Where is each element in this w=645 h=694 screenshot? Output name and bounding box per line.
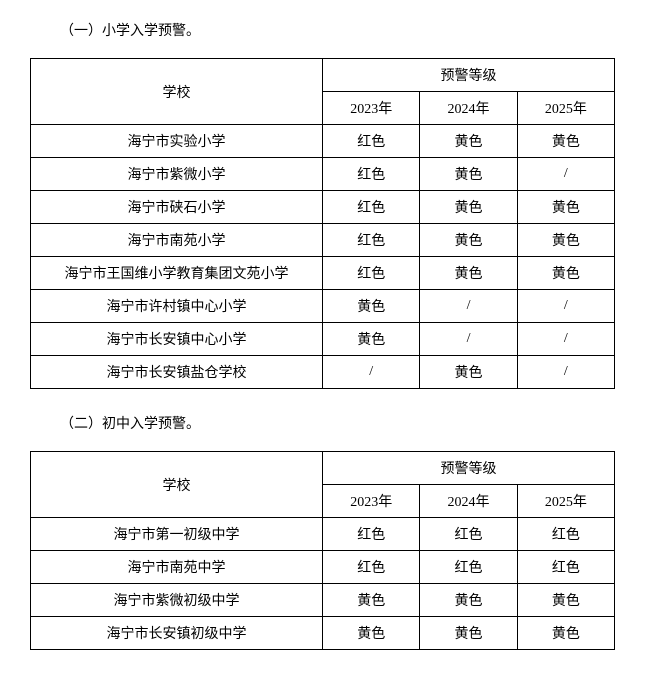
level-cell: 红色 xyxy=(323,551,420,584)
school-cell: 海宁市王国维小学教育集团文苑小学 xyxy=(31,257,323,290)
school-cell: 海宁市第一初级中学 xyxy=(31,518,323,551)
table-row: 海宁市许村镇中心小学黄色// xyxy=(31,290,615,323)
level-cell: 红色 xyxy=(420,518,517,551)
level-cell: 红色 xyxy=(323,158,420,191)
level-cell: / xyxy=(517,158,614,191)
level-cell: 黄色 xyxy=(323,323,420,356)
level-cell: 黄色 xyxy=(323,290,420,323)
table-row: 海宁市王国维小学教育集团文苑小学红色黄色黄色 xyxy=(31,257,615,290)
level-cell: / xyxy=(420,323,517,356)
school-header: 学校 xyxy=(31,59,323,125)
level-cell: 黄色 xyxy=(420,356,517,389)
level-cell: 红色 xyxy=(323,125,420,158)
level-cell: / xyxy=(517,356,614,389)
year-header-2: 2025年 xyxy=(517,92,614,125)
level-cell: 黄色 xyxy=(323,617,420,650)
school-cell: 海宁市硖石小学 xyxy=(31,191,323,224)
level-cell: 黄色 xyxy=(420,224,517,257)
school-cell: 海宁市紫微小学 xyxy=(31,158,323,191)
table-row: 海宁市硖石小学红色黄色黄色 xyxy=(31,191,615,224)
level-cell: / xyxy=(517,290,614,323)
level-cell: 黄色 xyxy=(420,125,517,158)
level-cell: 红色 xyxy=(517,518,614,551)
level-cell: 黄色 xyxy=(517,224,614,257)
school-cell: 海宁市许村镇中心小学 xyxy=(31,290,323,323)
section2-table: 学校 预警等级 2023年 2024年 2025年 海宁市第一初级中学红色红色红… xyxy=(30,451,615,650)
level-cell: 红色 xyxy=(517,551,614,584)
level-cell: 黄色 xyxy=(517,617,614,650)
school-cell: 海宁市长安镇中心小学 xyxy=(31,323,323,356)
level-cell: / xyxy=(420,290,517,323)
year-header-1: 2024年 xyxy=(420,92,517,125)
level-cell: / xyxy=(323,356,420,389)
school-cell: 海宁市长安镇初级中学 xyxy=(31,617,323,650)
level-cell: 红色 xyxy=(323,191,420,224)
level-header: 预警等级 xyxy=(323,59,615,92)
level-cell: 黄色 xyxy=(420,584,517,617)
level-header: 预警等级 xyxy=(323,452,615,485)
section1-table: 学校 预警等级 2023年 2024年 2025年 海宁市实验小学红色黄色黄色海… xyxy=(30,58,615,389)
level-cell: 黄色 xyxy=(517,584,614,617)
school-cell: 海宁市实验小学 xyxy=(31,125,323,158)
school-cell: 海宁市南苑小学 xyxy=(31,224,323,257)
year-header-1: 2024年 xyxy=(420,485,517,518)
year-header-0: 2023年 xyxy=(323,485,420,518)
level-cell: 黄色 xyxy=(517,125,614,158)
section2-title: （二）初中入学预警。 xyxy=(60,413,615,433)
level-cell: 黄色 xyxy=(323,584,420,617)
table-row: 海宁市实验小学红色黄色黄色 xyxy=(31,125,615,158)
level-cell: 黄色 xyxy=(420,158,517,191)
level-cell: 红色 xyxy=(323,518,420,551)
school-cell: 海宁市南苑中学 xyxy=(31,551,323,584)
level-cell: / xyxy=(517,323,614,356)
table-row: 海宁市紫微初级中学黄色黄色黄色 xyxy=(31,584,615,617)
level-cell: 红色 xyxy=(323,224,420,257)
level-cell: 红色 xyxy=(323,257,420,290)
year-header-2: 2025年 xyxy=(517,485,614,518)
level-cell: 黄色 xyxy=(420,617,517,650)
table-row: 海宁市紫微小学红色黄色/ xyxy=(31,158,615,191)
level-cell: 红色 xyxy=(420,551,517,584)
table-row: 海宁市长安镇中心小学黄色// xyxy=(31,323,615,356)
school-cell: 海宁市长安镇盐仓学校 xyxy=(31,356,323,389)
table-row: 海宁市南苑中学红色红色红色 xyxy=(31,551,615,584)
table-row: 海宁市长安镇盐仓学校/黄色/ xyxy=(31,356,615,389)
level-cell: 黄色 xyxy=(420,191,517,224)
level-cell: 黄色 xyxy=(420,257,517,290)
table-row: 海宁市长安镇初级中学黄色黄色黄色 xyxy=(31,617,615,650)
table-row: 海宁市南苑小学红色黄色黄色 xyxy=(31,224,615,257)
level-cell: 黄色 xyxy=(517,257,614,290)
year-header-0: 2023年 xyxy=(323,92,420,125)
section1-title: （一）小学入学预警。 xyxy=(60,20,615,40)
table-row: 海宁市第一初级中学红色红色红色 xyxy=(31,518,615,551)
school-header: 学校 xyxy=(31,452,323,518)
school-cell: 海宁市紫微初级中学 xyxy=(31,584,323,617)
level-cell: 黄色 xyxy=(517,191,614,224)
